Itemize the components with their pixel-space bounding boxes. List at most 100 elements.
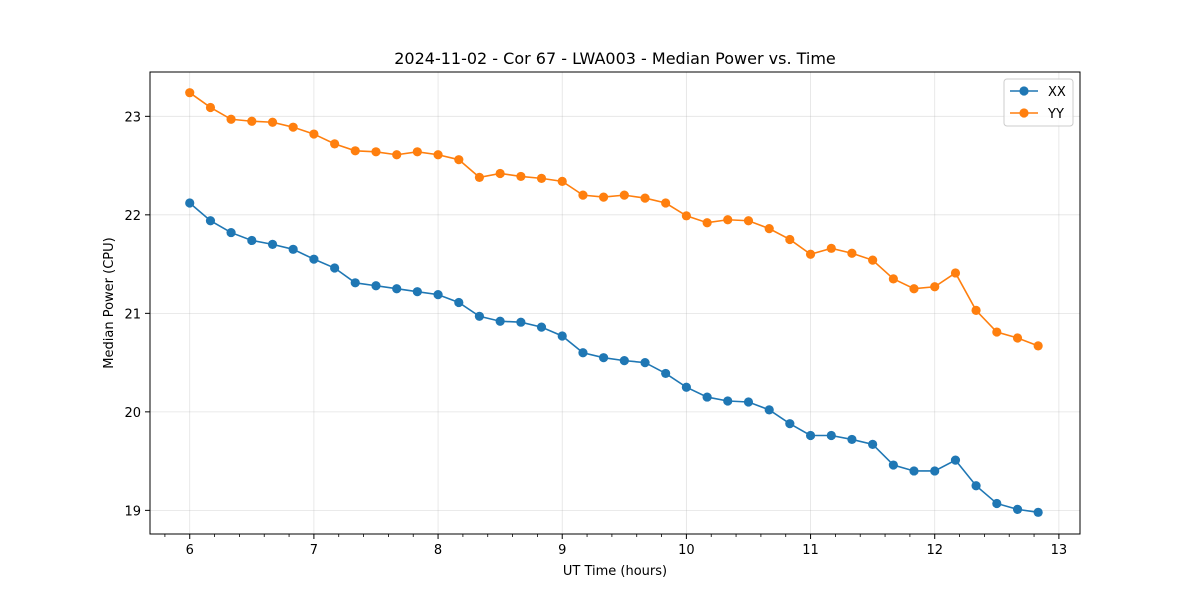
x-axis: 6 7 8 9 10 11 12 13	[164, 534, 1068, 558]
x-tick-label: 9	[558, 543, 566, 558]
x-tick-label: 10	[678, 543, 695, 558]
data-point	[371, 281, 381, 291]
data-point	[1012, 333, 1023, 343]
data-point	[495, 168, 505, 179]
series-line-xx	[189, 202, 1039, 514]
data-point	[950, 455, 961, 465]
data-point	[971, 481, 981, 491]
data-point	[433, 150, 443, 160]
data-point	[433, 290, 443, 300]
data-point	[868, 439, 878, 449]
y-tick-label: 22	[124, 209, 141, 224]
legend: XX YY	[1003, 78, 1074, 127]
data-point	[619, 356, 629, 366]
series-xx	[185, 198, 1043, 517]
data-point	[226, 114, 236, 124]
data-point	[267, 239, 278, 249]
data-point	[516, 171, 526, 182]
data-point	[578, 348, 588, 358]
data-point	[743, 397, 754, 407]
y-tick-label: 23	[124, 110, 141, 125]
y-tick-label: 20	[124, 406, 141, 421]
data-point	[764, 405, 774, 415]
y-axis: 19 20 21 22 23	[124, 110, 150, 519]
data-point	[868, 255, 878, 265]
data-point	[723, 215, 733, 225]
data-point	[661, 368, 671, 379]
data-point	[764, 224, 774, 234]
x-axis-label: UT Time (hours)	[563, 564, 667, 579]
data-point	[805, 430, 816, 441]
data-point	[888, 274, 898, 284]
x-tick-label: 6	[186, 543, 194, 558]
data-point	[288, 244, 298, 254]
data-point	[681, 211, 691, 221]
data-point	[267, 117, 278, 127]
data-point	[350, 278, 360, 288]
data-point	[205, 102, 216, 113]
data-point	[1033, 507, 1043, 517]
data-point	[557, 176, 567, 186]
data-point	[185, 88, 195, 98]
data-point	[474, 311, 485, 321]
data-point	[826, 430, 836, 441]
x-tick-label: 8	[434, 543, 442, 558]
data-point	[536, 173, 547, 183]
data-point	[847, 248, 857, 258]
data-point	[805, 249, 816, 259]
data-point	[412, 287, 422, 297]
data-point	[1012, 504, 1023, 514]
x-tick-label: 7	[310, 543, 318, 558]
data-point	[992, 498, 1002, 509]
data-point	[309, 254, 319, 264]
data-point	[536, 322, 547, 332]
data-point	[392, 284, 402, 294]
grid-lines	[150, 72, 1080, 534]
y-axis-label: Median Power (CPU)	[102, 237, 117, 368]
data-point	[640, 193, 650, 203]
data-point	[226, 227, 236, 238]
data-point	[185, 198, 195, 208]
data-point	[288, 122, 298, 132]
data-point	[412, 147, 422, 157]
data-point	[619, 190, 629, 200]
legend-marker-yy	[1019, 108, 1029, 118]
x-tick-label: 11	[802, 543, 819, 558]
data-point	[702, 392, 712, 402]
data-point	[930, 282, 940, 292]
legend-label-xx: XX	[1048, 85, 1066, 100]
series-layer	[185, 88, 1043, 517]
data-point	[702, 218, 712, 228]
data-point	[950, 268, 961, 278]
data-point	[516, 317, 526, 327]
data-point	[785, 419, 795, 429]
data-point	[1033, 341, 1043, 351]
data-point	[330, 263, 340, 273]
data-point	[454, 297, 464, 308]
data-point	[371, 147, 381, 157]
data-point	[971, 305, 981, 315]
data-point	[598, 353, 609, 363]
data-point	[598, 192, 609, 202]
data-point	[847, 434, 857, 445]
chart-title: 2024-11-02 - Cor 67 - LWA003 - Median Po…	[394, 49, 836, 68]
data-point	[785, 234, 795, 245]
data-point	[454, 155, 464, 165]
data-point	[309, 129, 319, 139]
data-point	[247, 116, 257, 126]
data-point	[557, 331, 567, 341]
y-tick-label: 19	[124, 504, 141, 519]
data-point	[578, 190, 588, 200]
data-point	[495, 316, 505, 326]
data-point	[909, 466, 919, 476]
x-tick-label: 13	[1051, 543, 1068, 558]
data-point	[661, 198, 671, 208]
data-point	[743, 216, 754, 226]
data-point	[992, 327, 1002, 337]
plot-frame	[149, 71, 1081, 535]
y-tick-label: 21	[124, 307, 141, 322]
data-point	[247, 235, 257, 246]
series-yy	[185, 88, 1043, 351]
data-point	[909, 284, 919, 294]
